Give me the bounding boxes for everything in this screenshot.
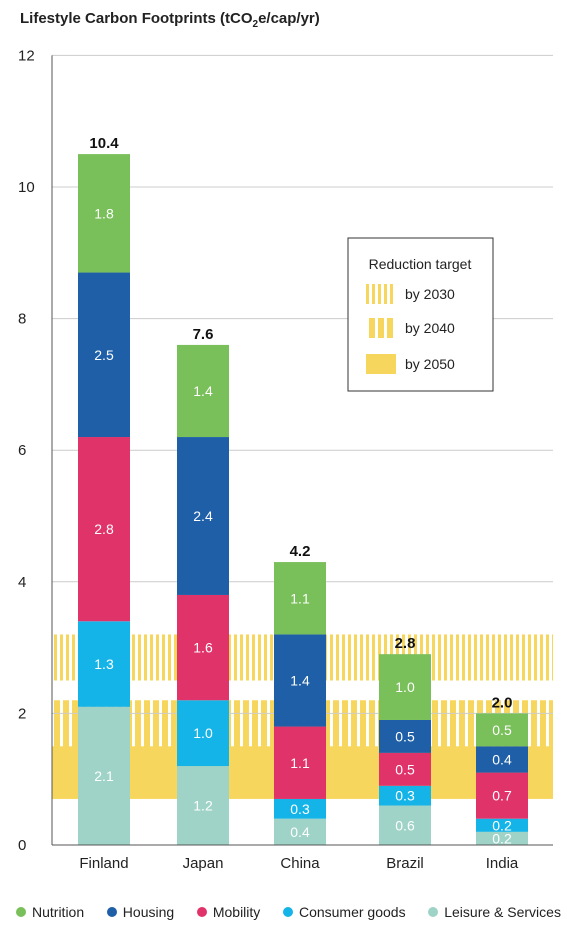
bar-segment — [274, 798, 326, 819]
target-legend-swatch — [366, 354, 396, 374]
series-legend: Nutrition Housing Mobility Consumer goods Le… — [16, 904, 561, 920]
bar-segment — [379, 785, 431, 806]
legend-label: Mobility — [212, 904, 261, 920]
bar-segment — [177, 437, 229, 595]
y-tick-label: 2 — [18, 705, 26, 722]
segment-label: 0.7 — [492, 788, 512, 804]
category-label: China — [280, 855, 320, 872]
segment-label: 0.5 — [492, 722, 512, 738]
segment-label: 0.6 — [395, 817, 415, 833]
segment-label: 0.4 — [290, 824, 310, 840]
legend-item: Consumer goods — [282, 904, 406, 920]
bar-total-label: 2.8 — [395, 635, 416, 652]
category-label: Finland — [79, 855, 128, 872]
target-legend-label: by 2050 — [405, 356, 455, 372]
segment-label: 1.1 — [290, 755, 310, 771]
y-tick-label: 6 — [18, 442, 26, 459]
legend-dot — [196, 907, 207, 917]
legend-dot — [106, 907, 117, 917]
segment-label: 0.4 — [492, 751, 512, 767]
bar-segment — [379, 654, 431, 720]
bar-segment — [476, 818, 528, 832]
segment-label: 0.3 — [395, 788, 415, 804]
legend-dot — [282, 907, 293, 917]
axes: 0 2 4 6 8 10 12 — [18, 47, 553, 854]
segment-label: 1.4 — [193, 383, 213, 399]
bar-segment — [476, 713, 528, 747]
segment-label: 1.3 — [94, 656, 114, 672]
bar-segment — [274, 634, 326, 727]
legend-label: Housing — [122, 904, 175, 920]
segment-label: 0.2 — [492, 830, 512, 846]
bar-segment — [78, 437, 130, 622]
bar-segment — [379, 752, 431, 786]
y-tick-label: 10 — [18, 179, 35, 196]
bar-total-label: 10.4 — [89, 135, 119, 152]
bar-total-label: 7.6 — [193, 326, 214, 343]
bar-segment — [78, 154, 130, 273]
bar-segment — [476, 746, 528, 773]
bar-segment — [274, 562, 326, 635]
legend-item: Nutrition — [16, 904, 84, 920]
bar-segment — [379, 719, 431, 753]
bar-segment — [177, 700, 229, 767]
reduction-target-legend: Reduction target by 2030 by 2040 by 2050 — [347, 237, 494, 392]
category-label: India — [486, 855, 519, 872]
segment-label: 1.4 — [290, 673, 310, 689]
segment-label: 2.8 — [94, 521, 114, 537]
bar-segment — [476, 831, 528, 845]
legend-item: Leisure & Services — [428, 904, 561, 920]
segment-label: 1.8 — [94, 205, 114, 221]
segment-label: 1.0 — [193, 725, 213, 741]
target-legend-title: Reduction target — [369, 256, 472, 272]
target-legend-label: by 2040 — [405, 320, 455, 336]
segment-label: 1.1 — [290, 590, 310, 606]
category-label: Japan — [183, 855, 224, 872]
bar-segment — [274, 726, 326, 799]
bar-segment — [177, 766, 229, 845]
y-tick-label: 4 — [18, 574, 26, 591]
legend-label: Nutrition — [32, 904, 85, 920]
bar-segment — [78, 706, 130, 845]
segment-label: 2.1 — [94, 768, 114, 784]
segment-label: 0.5 — [395, 728, 415, 744]
legend-item: Mobility — [196, 904, 261, 920]
segment-label: 2.5 — [94, 347, 114, 363]
bar-segment — [379, 805, 431, 845]
bars: 2.1 1.3 2.8 2.5 1.8 10.4 Finland 1.2 1.0 1.6 2.4 1.… — [78, 135, 528, 872]
chart-title: Lifestyle Carbon Footprints (tCO2e/cap/y… — [20, 10, 320, 30]
segment-label: 2.4 — [193, 508, 213, 524]
legend-label: Consumer goods — [298, 904, 406, 920]
stacked-bar-chart: 2.1 1.3 2.8 2.5 1.8 10.4 Finland 1.2 1.0 1.6 2.4 1.… — [18, 47, 553, 872]
target-legend-label: by 2030 — [405, 286, 455, 302]
segment-label: 1.0 — [395, 679, 415, 695]
bar-total-label: 4.2 — [290, 543, 311, 560]
legend-dot — [16, 907, 26, 917]
bar-segment — [78, 621, 130, 707]
category-label: Brazil — [386, 855, 424, 872]
legend-dot — [428, 907, 439, 917]
bar-total-label: 2.0 — [492, 694, 513, 711]
bar-segment — [274, 818, 326, 845]
target-legend-swatch — [366, 284, 396, 304]
target-legend-swatch — [366, 318, 396, 338]
y-tick-label: 0 — [18, 837, 26, 854]
segment-label: 1.2 — [193, 798, 213, 814]
segment-label: 0.3 — [290, 801, 310, 817]
y-tick-label: 12 — [18, 47, 35, 64]
bar-segment — [476, 772, 528, 819]
bar-segment — [177, 344, 229, 438]
segment-label: 0.2 — [492, 817, 512, 833]
segment-label: 0.5 — [395, 761, 415, 777]
bar-segment — [78, 272, 130, 438]
bar-segment — [177, 594, 229, 701]
legend-item: Housing — [106, 904, 175, 920]
y-tick-label: 8 — [18, 311, 26, 328]
segment-label: 1.6 — [193, 640, 213, 656]
legend-label: Leisure & Services — [444, 904, 561, 920]
